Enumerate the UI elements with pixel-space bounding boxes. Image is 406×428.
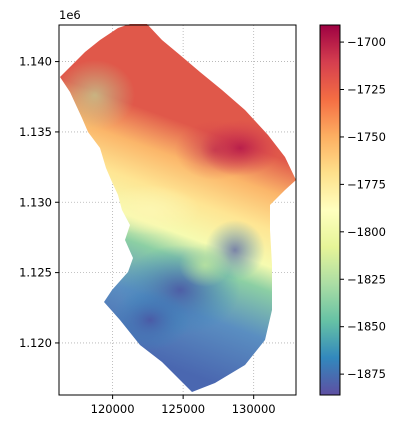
colorbar-tick-label: −1725	[347, 83, 386, 97]
y-tick-label: 1.130	[19, 195, 52, 209]
y-offset-label: 1e6	[59, 8, 81, 22]
x-tick-label: 130000	[232, 402, 276, 416]
axis-ticks: 120000 125000 130000 1.120 1.125 1.130 1.135 1.…	[19, 55, 276, 416]
x-tick-label: 120000	[91, 402, 135, 416]
colorbar-tick-label: −1750	[347, 130, 386, 144]
y-tick-label: 1.140	[19, 55, 52, 69]
axes-frame	[58, 24, 297, 396]
colorbar-tick-label: −1850	[347, 320, 386, 334]
ridge-red-spread	[175, 120, 255, 180]
x-tick-label: 125000	[161, 402, 205, 416]
colorbar-tick-label: −1775	[347, 177, 386, 191]
y-tick-label: 1.125	[19, 266, 52, 280]
center-green	[179, 243, 231, 287]
colorbar-ticks: −1700 −1725 −1750 −1775 −1800 −1825 −1850 −1875	[340, 35, 386, 381]
colorbar-tick-label: −1825	[347, 272, 386, 286]
colorbar-tick-label: −1875	[347, 367, 386, 381]
y-tick-label: 1.120	[19, 336, 52, 350]
colorbar-tick-label: −1800	[347, 225, 386, 239]
colorbar	[319, 24, 341, 396]
colorbar-tick-label: −1700	[347, 35, 386, 49]
y-tick-label: 1.135	[19, 125, 52, 139]
